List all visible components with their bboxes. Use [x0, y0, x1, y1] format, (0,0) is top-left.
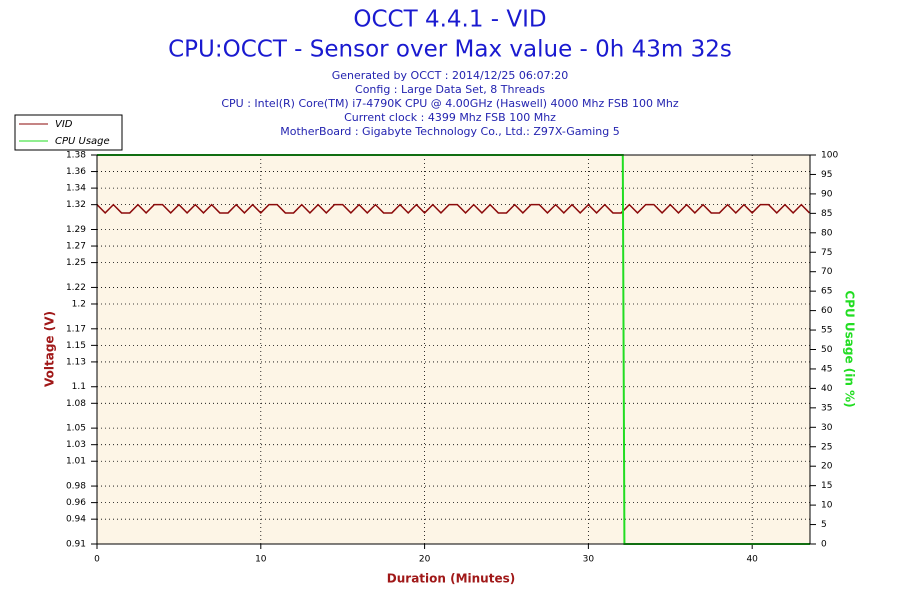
y-tick-label: 0.94: [66, 515, 86, 525]
y-tick-label: 1.1: [72, 382, 86, 392]
y2-tick-label: 95: [821, 170, 832, 180]
y2-tick-label: 55: [821, 326, 832, 336]
legend-box: [14, 114, 123, 151]
y2-tick-label: 85: [821, 209, 832, 219]
y-tick-label: 0.91: [66, 540, 86, 550]
y-tick-label: 1.27: [66, 242, 86, 252]
y2-tick-label: 70: [821, 267, 833, 277]
y-tick-label: 1.13: [66, 357, 86, 367]
y2-tick-label: 0: [821, 540, 827, 550]
info-line: Current clock : 4399 Mhz FSB 100 Mhz: [344, 111, 556, 124]
y2-tick-label: 100: [821, 151, 838, 161]
info-line: Generated by OCCT : 2014/12/25 06:07:20: [332, 69, 569, 82]
y2-tick-label: 65: [821, 287, 832, 297]
y-tick-label: 0.98: [66, 482, 86, 492]
plot-border: [96, 154, 811, 545]
chart-title: OCCT 4.4.1 - VID: [353, 7, 546, 33]
info-line: CPU : Intel(R) Core(TM) i7-4790K CPU @ 4…: [221, 97, 679, 110]
y2-tick-label: 35: [821, 403, 832, 413]
y-tick-label: 1.08: [66, 399, 86, 409]
y-tick-label: 1.29: [66, 225, 86, 235]
y2-tick-label: 60: [821, 306, 833, 316]
y2-tick-label: 10: [821, 501, 833, 511]
legend-label: VID: [55, 119, 73, 130]
plot-area: [97, 155, 810, 544]
y2-tick-label: 20: [821, 462, 833, 472]
x-tick-label: 40: [746, 555, 758, 565]
y2-tick-label: 75: [821, 248, 832, 258]
info-line: Config : Large Data Set, 8 Threads: [355, 83, 545, 96]
y2-tick-label: 30: [821, 423, 833, 433]
y-tick-label: 1.03: [66, 440, 86, 450]
x-axis-label: Duration (Minutes): [387, 572, 515, 586]
y2-tick-label: 90: [821, 189, 833, 199]
y2-tick-label: 80: [821, 228, 833, 238]
y2-tick-label: 15: [821, 481, 832, 491]
x-tick-label: 0: [94, 555, 100, 565]
x-tick-label: 20: [419, 555, 431, 565]
y-tick-label: 1.22: [66, 283, 86, 293]
y-tick-label: 1.2: [72, 299, 86, 309]
x-tick-label: 30: [583, 555, 595, 565]
chart-subtitle: CPU:OCCT - Sensor over Max value - 0h 43…: [168, 37, 732, 63]
y-tick-label: 0.96: [66, 498, 86, 508]
x-tick-label: 10: [255, 555, 267, 565]
y-axis-label: Voltage (V): [43, 311, 57, 387]
y-tick-label: 1.17: [66, 324, 86, 334]
y-tick-label: 1.15: [66, 341, 86, 351]
y2-tick-label: 40: [821, 384, 833, 394]
y2-tick-label: 25: [821, 442, 832, 452]
y-tick-label: 1.32: [66, 200, 86, 210]
y2-tick-label: 5: [821, 520, 827, 530]
y-tick-label: 1.36: [66, 167, 86, 177]
y-tick-label: 1.05: [66, 424, 86, 434]
y2-tick-label: 45: [821, 364, 832, 374]
y-tick-label: 1.34: [66, 184, 86, 194]
y-tick-label: 1.25: [66, 258, 86, 268]
series-line: [96, 203, 811, 215]
y2-axis-label: CPU Usage (in %): [843, 290, 857, 407]
y2-tick-label: 50: [821, 345, 833, 355]
y-tick-label: 1.38: [66, 151, 86, 161]
y-tick-label: 1.01: [66, 457, 86, 467]
info-line: MotherBoard : Gigabyte Technology Co., L…: [280, 125, 620, 138]
legend-label: CPU Usage: [55, 136, 110, 147]
